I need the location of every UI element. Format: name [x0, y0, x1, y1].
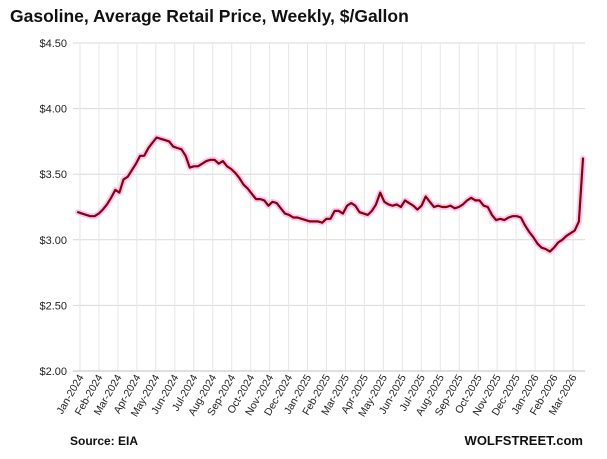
series-layer [75, 134, 586, 255]
y-tick-label: $3.50 [39, 169, 67, 181]
brand-label: WOLFSTREET.com [464, 433, 583, 448]
series-line-glow [75, 134, 586, 255]
chart-title: Gasoline, Average Retail Price, Weekly, … [10, 6, 409, 26]
series-line [76, 136, 585, 253]
y-axis: $2.00 $2.50 $3.00 $3.50 $4.00 $4.50 [39, 38, 67, 378]
x-axis: Jan-2024Feb-2024Mar-2024Apr-2024May-2024… [54, 372, 579, 419]
grid-lines [73, 42, 585, 372]
y-tick-label: $2.50 [39, 300, 67, 312]
y-tick-label: $2.00 [39, 366, 67, 378]
y-tick-label: $4.00 [39, 104, 67, 116]
y-tick-label: $4.50 [39, 38, 67, 50]
y-tick-label: $3.00 [39, 235, 67, 247]
source-label: Source: EIA [70, 434, 139, 448]
